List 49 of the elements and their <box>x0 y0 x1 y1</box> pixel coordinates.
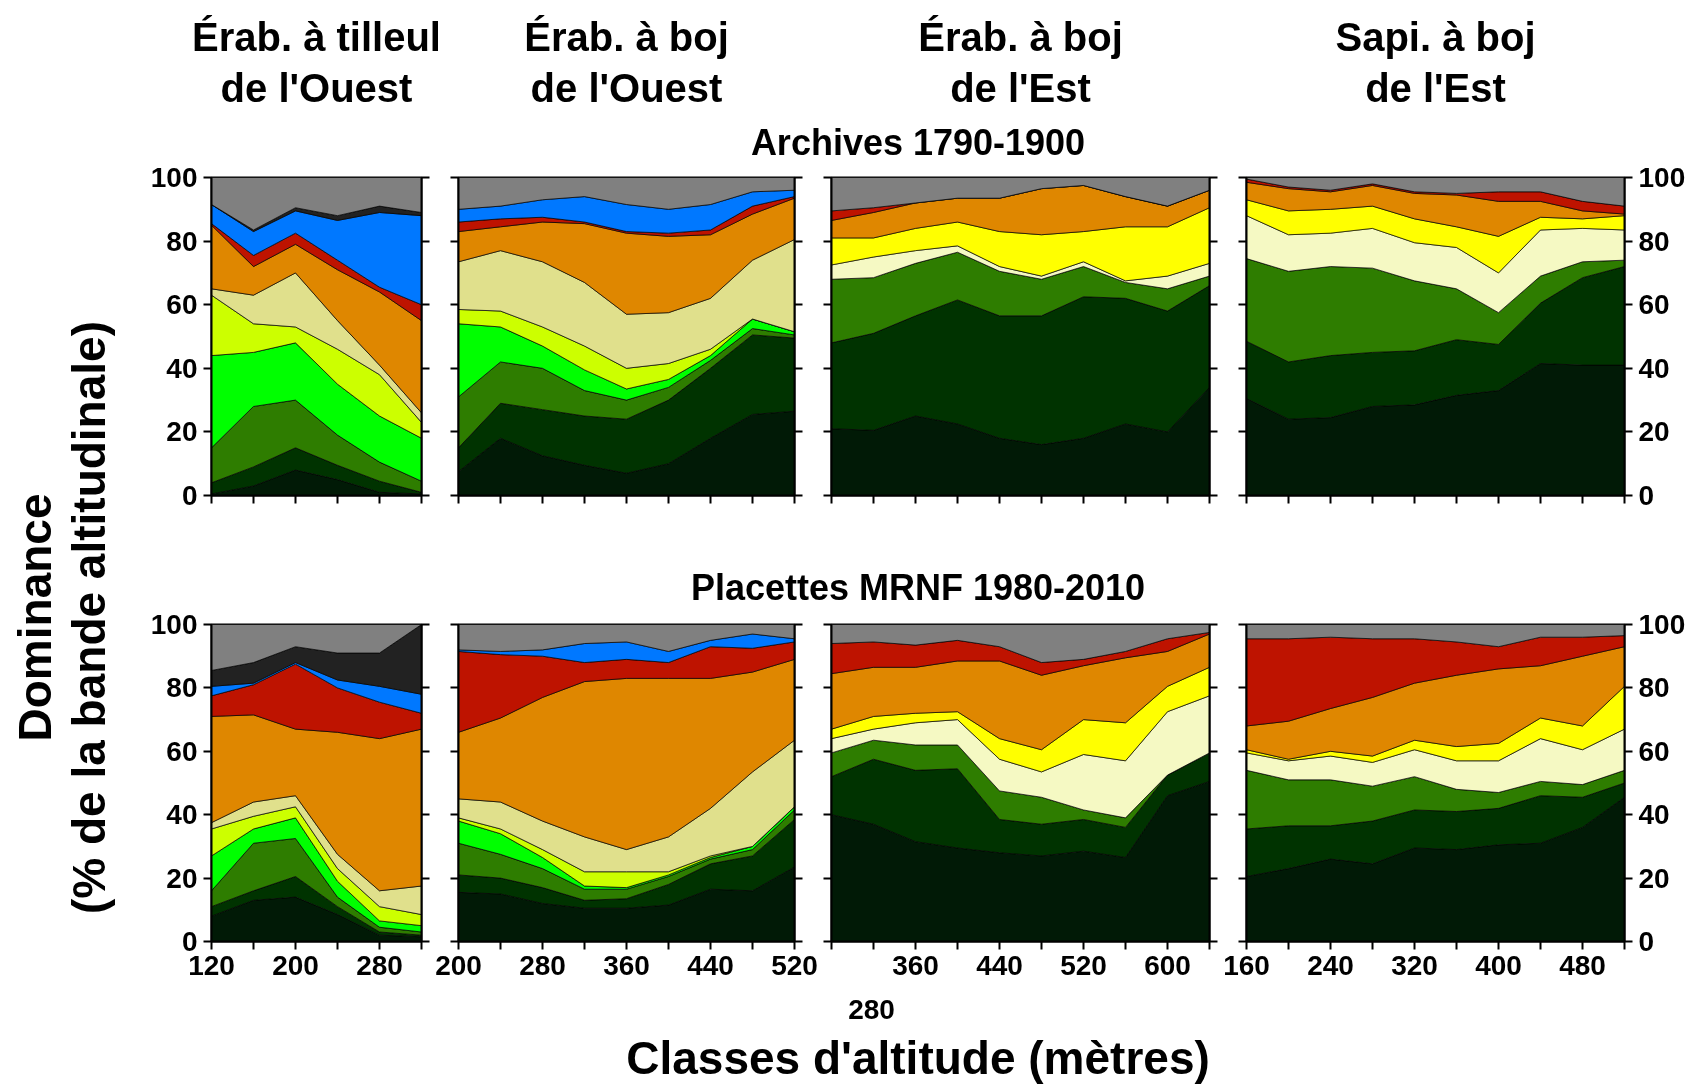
x-tick-label: 520 <box>1060 949 1107 981</box>
y-tick-label: 60 <box>1638 289 1670 321</box>
chart-title: Érab. à boj de l'Est <box>918 14 1123 110</box>
x-tick-label: 480 <box>1559 949 1606 981</box>
y-tick-label: 80 <box>1638 672 1670 704</box>
x-tick-label: 360 <box>603 949 650 981</box>
y-tick-label: 40 <box>1638 799 1670 831</box>
y-tick-label: 40 <box>1638 352 1670 384</box>
chart-title: Érab. à tilleul de l'Ouest <box>192 14 441 110</box>
y-tick-label: 0 <box>1638 926 1655 957</box>
x-tick-label: 240 <box>1307 949 1354 981</box>
x-tick-label: 440 <box>687 949 734 981</box>
x-tick-label: 440 <box>976 949 1023 981</box>
y-tick-label: 60 <box>166 289 198 321</box>
y-tick-label: 0 <box>181 926 198 957</box>
y-tick-label: 40 <box>166 352 198 384</box>
x-tick-label: 360 <box>892 949 939 981</box>
chart-subtitle: Archives 1790-1900 <box>750 122 1086 163</box>
y-tick-label: 80 <box>166 672 198 704</box>
x-tick-label: 320 <box>1391 949 1438 981</box>
y-tick-label: 100 <box>1638 609 1686 640</box>
y-tick-label: 40 <box>166 799 198 831</box>
x-tick-label: 600 <box>1144 949 1191 981</box>
y-tick-label: 80 <box>166 225 198 257</box>
x-tick-label: 200 <box>272 949 319 981</box>
x-tick-label: 280 <box>356 949 403 981</box>
y-tick-label: 80 <box>1638 225 1670 257</box>
y-tick-label: 60 <box>1638 735 1670 767</box>
y-tick-label: 100 <box>150 609 198 640</box>
x-tick-label: 280 <box>519 949 566 981</box>
x-tick-label: 160 <box>1223 949 1270 981</box>
x-axis-title: Classes d'altitude (mètres) <box>626 1031 1210 1084</box>
annotation: 280 <box>848 994 895 1025</box>
y-tick-label: 20 <box>1638 862 1670 894</box>
chart-subtitle: Placettes MRNF 1980-2010 <box>690 567 1146 608</box>
y-tick-label: 0 <box>181 480 198 511</box>
y-tick-label: 20 <box>1638 416 1670 448</box>
y-axis-title: Dominance (% de la bande altitudinale) <box>8 321 115 914</box>
chart-title: Érab. à boj de l'Ouest <box>524 14 729 110</box>
x-tick-label: 200 <box>435 949 482 981</box>
y-tick-label: 0 <box>1638 480 1655 511</box>
y-tick-label: 20 <box>166 416 198 448</box>
chart-title: Sapi. à boj de l'Est <box>1335 14 1536 110</box>
x-tick-label: 400 <box>1475 949 1522 981</box>
x-tick-label: 520 <box>771 949 818 981</box>
y-tick-label: 20 <box>166 862 198 894</box>
y-tick-label: 100 <box>1638 162 1686 193</box>
y-tick-label: 100 <box>150 162 198 193</box>
y-tick-label: 60 <box>166 735 198 767</box>
